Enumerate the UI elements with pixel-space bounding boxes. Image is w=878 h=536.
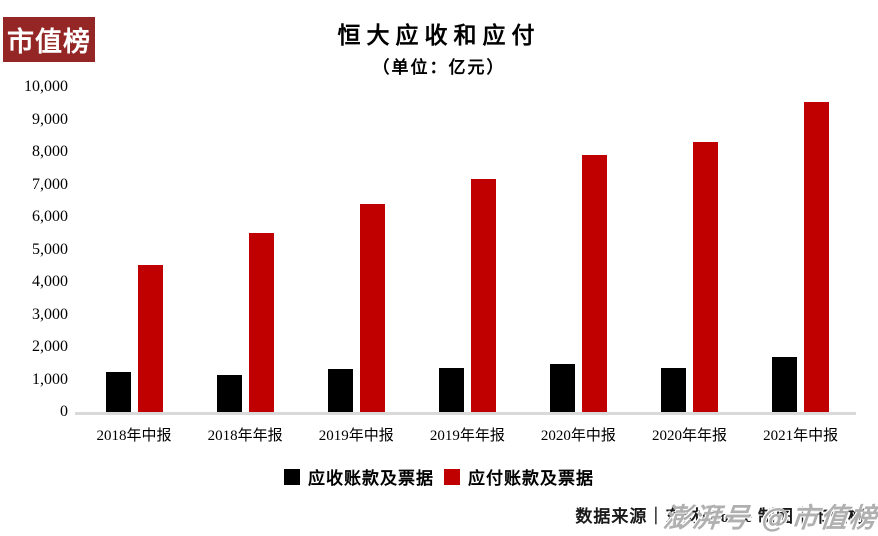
bar-receivables — [661, 368, 687, 413]
legend-item: 应付账款及票据 — [444, 464, 594, 489]
brand-logo: 市值榜 — [3, 17, 95, 62]
bar-payables — [470, 179, 496, 413]
plot-area: 0 1,000 2,000 3,000 4,000 5,000 6,000 7,000 8,00… — [24, 78, 856, 444]
y-tick-label: 6,000 — [32, 208, 68, 225]
y-tick-label: 3,000 — [32, 305, 68, 323]
bar-receivables — [216, 374, 242, 413]
y-tick-label: 1,000 — [32, 370, 68, 388]
y-tick-label: 0 — [60, 403, 68, 420]
bar-payables — [359, 204, 385, 413]
legend-item: 应收账款及票据 — [284, 464, 434, 489]
y-tick-label: 10,000 — [24, 78, 68, 95]
x-tick-label: 2020年中报 — [540, 428, 616, 444]
legend-swatch — [284, 468, 300, 485]
x-tick-label: 2019年年报 — [429, 428, 505, 444]
y-tick-label: 9,000 — [32, 110, 68, 128]
bar-payables — [581, 154, 607, 413]
y-tick-label: 4,000 — [32, 273, 68, 290]
legend-label: 应收账款及票据 — [308, 469, 434, 488]
bar-receivables — [772, 357, 798, 413]
y-tick-label: 5,000 — [32, 240, 68, 258]
x-tick-label: 2020年年报 — [652, 428, 728, 444]
bar-receivables — [549, 364, 575, 413]
x-tick-label: 2019年中报 — [318, 428, 394, 444]
x-tick-label: 2018年中报 — [96, 428, 172, 444]
bar-receivables — [105, 372, 131, 413]
x-tick-label: 2018年年报 — [207, 428, 283, 444]
chart-title: 恒大应收和应付 — [337, 23, 541, 49]
chart-subtitle: （单位：亿元） — [372, 58, 506, 78]
bar-receivables — [438, 367, 464, 413]
y-tick-label: 7,000 — [32, 175, 68, 193]
bar-payables — [248, 232, 274, 413]
bar-receivables — [327, 369, 353, 413]
bar-payables — [804, 101, 830, 413]
bar-payables — [693, 141, 719, 413]
legend-label: 应付账款及票据 — [468, 469, 594, 488]
watermark: 澎湃号 @市值榜 — [661, 503, 878, 534]
x-axis-line — [75, 412, 856, 415]
y-tick-label: 2,000 — [32, 338, 68, 355]
x-tick-label: 2021年中报 — [763, 428, 839, 444]
bar-payables — [137, 265, 163, 413]
legend-swatch — [444, 468, 460, 485]
legend: 应收账款及票据 应付账款及票据 — [0, 464, 878, 489]
source-line: 数据来源｜东财choice 制图｜市值榜 — [575, 507, 866, 526]
y-tick-label: 8,000 — [32, 143, 68, 160]
